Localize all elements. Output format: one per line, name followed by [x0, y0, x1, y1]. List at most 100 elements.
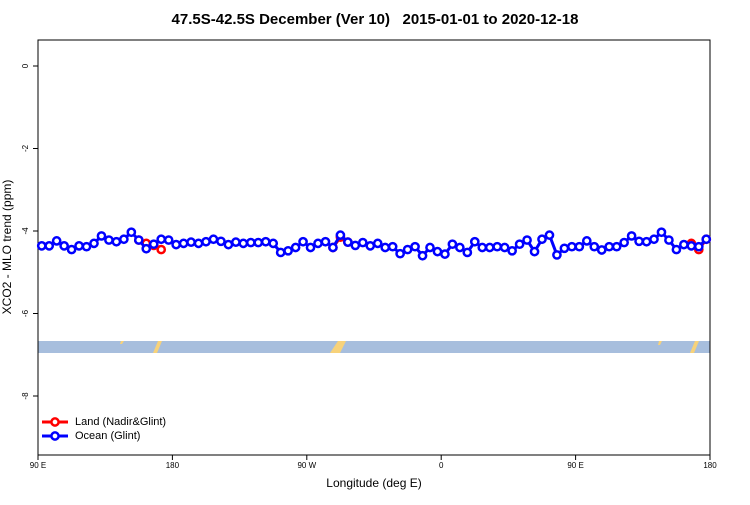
- point: [231, 237, 241, 247]
- point: [290, 242, 301, 253]
- point: [335, 230, 346, 240]
- point: [178, 238, 189, 249]
- point: [634, 236, 644, 247]
- legend-label: Ocean (Glint): [75, 430, 140, 442]
- point: [223, 239, 234, 250]
- point: [693, 241, 704, 252]
- point: [596, 245, 607, 255]
- point: [275, 247, 286, 258]
- point: [611, 241, 622, 252]
- y-axis-label: XCO2 - MLO trend (ppm): [0, 180, 14, 315]
- point: [440, 249, 450, 259]
- y-tick-label: -6: [21, 309, 30, 317]
- point: [380, 242, 391, 253]
- point: [626, 231, 637, 241]
- point: [664, 235, 674, 245]
- x-tick-label: 90 W: [297, 461, 316, 470]
- point: [245, 237, 256, 248]
- point: [74, 240, 84, 251]
- point: [163, 235, 174, 245]
- point: [522, 235, 532, 245]
- point: [350, 240, 361, 251]
- point: [671, 244, 682, 255]
- x-tick-label: 0: [439, 461, 444, 470]
- y-tick-label: 0: [21, 63, 30, 68]
- point: [492, 241, 503, 252]
- point: [544, 230, 555, 240]
- point: [96, 231, 107, 241]
- point: [36, 240, 47, 251]
- legend-marker: [50, 417, 60, 427]
- point: [649, 234, 659, 245]
- point: [686, 240, 697, 251]
- point: [462, 247, 473, 258]
- point: [81, 241, 92, 252]
- x-tick-label: 180: [166, 461, 180, 470]
- land-marks: [120, 341, 699, 353]
- point: [171, 239, 181, 250]
- point: [365, 240, 376, 251]
- point: [537, 234, 547, 245]
- point: [320, 236, 331, 247]
- point: [514, 239, 525, 250]
- point: [507, 245, 517, 256]
- point: [89, 238, 99, 249]
- point: [417, 250, 428, 261]
- point: [529, 246, 540, 257]
- point: [432, 246, 443, 257]
- point: [343, 237, 353, 247]
- point: [619, 237, 629, 248]
- point: [305, 242, 316, 253]
- point: [313, 238, 323, 249]
- point: [679, 239, 689, 250]
- point: [283, 245, 293, 256]
- point: [141, 243, 152, 254]
- legend-label: Land (Nadir&Glint): [75, 416, 166, 428]
- point: [701, 234, 712, 245]
- point: [193, 238, 204, 249]
- point: [641, 236, 652, 247]
- point: [186, 237, 196, 247]
- point: [66, 244, 77, 255]
- point: [425, 242, 435, 253]
- point: [410, 241, 420, 252]
- point: [133, 235, 144, 245]
- point: [469, 236, 480, 247]
- point: [574, 241, 585, 252]
- point: [581, 236, 592, 246]
- point: [499, 242, 510, 253]
- point: [156, 244, 167, 255]
- point: [104, 235, 114, 245]
- point: [59, 240, 69, 251]
- point: [656, 227, 667, 238]
- point: [447, 239, 458, 250]
- point: [208, 234, 219, 245]
- point: [216, 236, 226, 247]
- point: [260, 236, 271, 247]
- point: [402, 244, 413, 255]
- y-tick-label: -2: [21, 144, 30, 152]
- point: [51, 236, 62, 246]
- point: [455, 242, 465, 253]
- point: [387, 241, 398, 252]
- point: [111, 236, 122, 247]
- chart-title: 47.5S-42.5S December (Ver 10) 2015-01-01…: [172, 11, 579, 28]
- point: [201, 236, 211, 247]
- point: [357, 237, 368, 248]
- point: [328, 242, 338, 253]
- point: [567, 241, 577, 252]
- x-tick-label: 90 E: [30, 461, 46, 470]
- point: [238, 238, 249, 249]
- point: [126, 227, 137, 238]
- legend-marker: [50, 431, 60, 441]
- point: [589, 241, 600, 252]
- point: [156, 234, 167, 245]
- point: [44, 240, 55, 251]
- point: [604, 241, 615, 252]
- point: [559, 243, 570, 254]
- point: [268, 238, 279, 249]
- x-tick-label: 180: [703, 461, 717, 470]
- y-tick-label: -4: [21, 227, 30, 235]
- point: [298, 236, 308, 247]
